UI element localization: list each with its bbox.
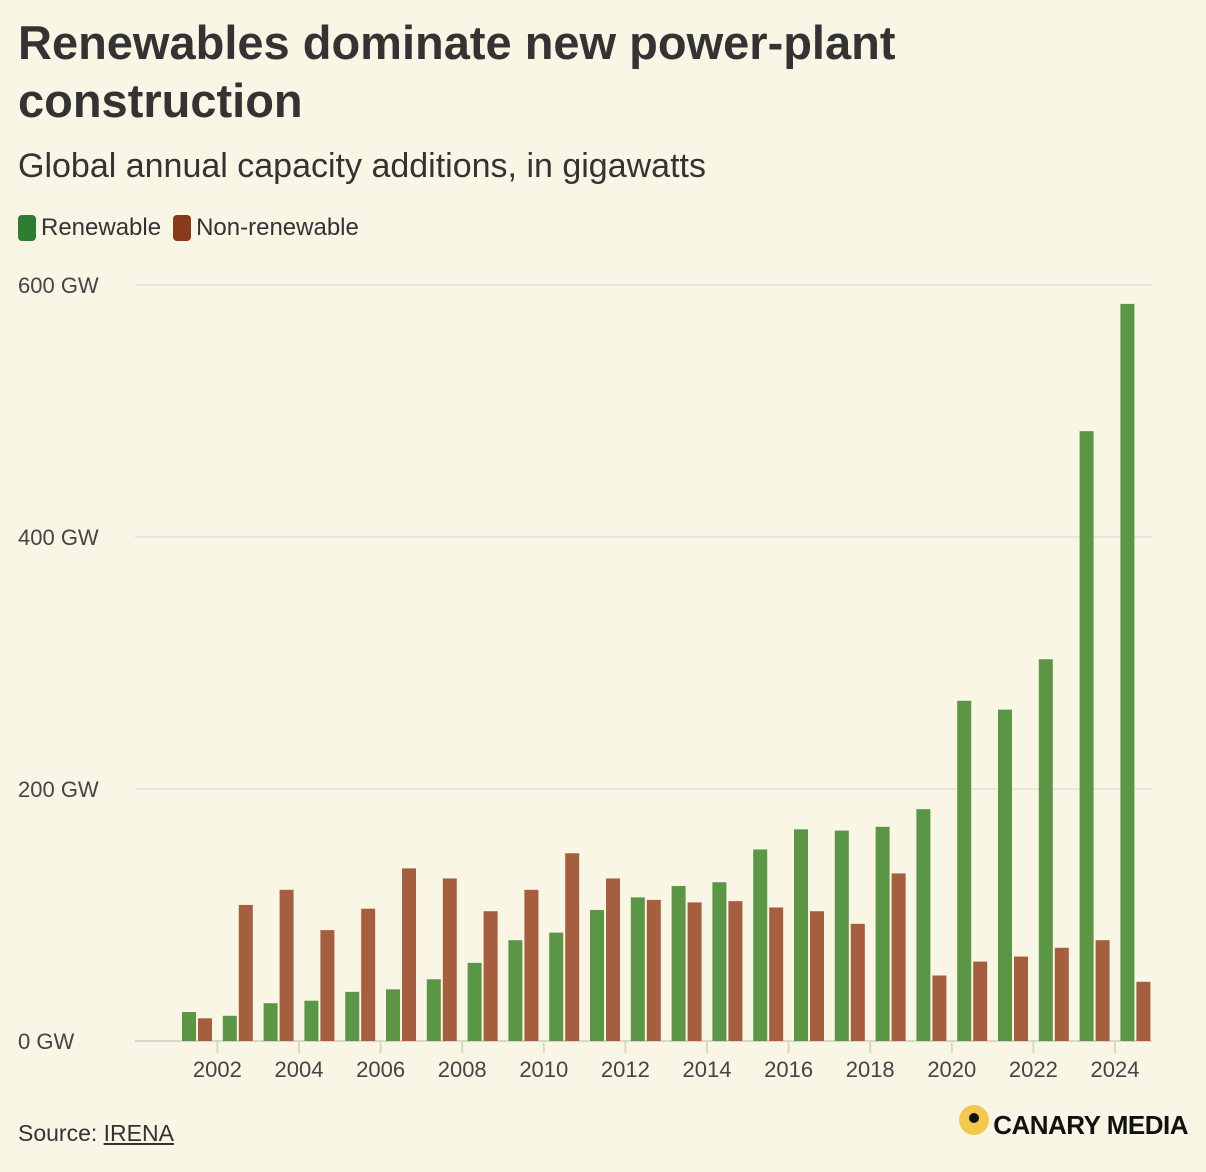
legend-label-renewable: Renewable xyxy=(41,214,162,241)
legend-swatch-renewable xyxy=(18,215,36,241)
bar-nonrenewable: Non-renewable 2018: 133 xyxy=(891,873,906,1041)
bar-renewable: Renewable 2019: 184 xyxy=(916,809,931,1041)
bar-renewable: Renewable 2022: 303 xyxy=(1038,659,1053,1041)
bar-nonrenewable: Non-renewable 2007: 129 xyxy=(442,878,457,1041)
bar-nonrenewable: Non-renewable 2019: 52 xyxy=(932,975,947,1041)
bar-renewable: Renewable 2018: 170 xyxy=(875,826,890,1041)
bar-renewable: Renewable 2003: 30 xyxy=(263,1003,278,1041)
bar-renewable: Renewable 2001: 23 xyxy=(182,1012,196,1041)
bar-renewable: Renewable 2023: 484 xyxy=(1079,431,1094,1041)
bar-renewable: Renewable 2002: 20 xyxy=(222,1015,237,1041)
bar-nonrenewable: Non-renewable 2014: 111 xyxy=(728,901,743,1041)
brand-name: CANARY MEDIA xyxy=(993,1110,1188,1140)
bar-renewable: Renewable 2016: 168 xyxy=(794,829,808,1041)
x-tick-label: 2012 xyxy=(601,1057,650,1082)
legend: Renewable Non-renewable xyxy=(18,214,371,242)
bar-renewable: Renewable 2004: 32 xyxy=(304,1000,319,1041)
x-tick-label: 2008 xyxy=(438,1057,487,1082)
bar-nonrenewable: Non-renewable 2022: 74 xyxy=(1054,947,1069,1041)
bar-nonrenewable: Non-renewable 2016: 103 xyxy=(810,911,824,1041)
source-note: Source: IRENA xyxy=(18,1120,174,1147)
x-tick-label: 2004 xyxy=(275,1057,324,1082)
x-tick-label: 2014 xyxy=(683,1057,732,1082)
bar-renewable: Renewable 2013: 123 xyxy=(671,886,686,1041)
bar-renewable: Renewable 2006: 41 xyxy=(386,989,400,1041)
bar-nonrenewable: Non-renewable 2017: 93 xyxy=(850,923,865,1041)
x-tick-label: 2002 xyxy=(193,1057,242,1082)
x-tick-label: 2020 xyxy=(927,1057,976,1082)
bar-nonrenewable: Non-renewable 2004: 88 xyxy=(320,930,335,1041)
y-tick-label: 0 GW xyxy=(18,1029,74,1054)
bar-renewable: Renewable 2008: 62 xyxy=(467,962,482,1041)
source-prefix: Source: xyxy=(18,1120,104,1146)
x-tick-label: 2010 xyxy=(519,1057,568,1082)
canary-logo-icon xyxy=(959,1104,990,1135)
bar-nonrenewable: Non-renewable 2001: 18 xyxy=(198,1018,212,1041)
x-tick-label: 2018 xyxy=(846,1057,895,1082)
legend-item-nonrenewable: Non-renewable xyxy=(173,214,359,242)
bar-nonrenewable: Non-renewable 2013: 110 xyxy=(687,902,702,1041)
bar-renewable: Renewable 2012: 114 xyxy=(630,897,645,1041)
source-link[interactable]: IRENA xyxy=(103,1120,174,1146)
y-tick-label: 600 GW xyxy=(18,273,99,298)
bar-renewable: Renewable 2005: 39 xyxy=(345,991,360,1041)
bar-nonrenewable: Non-renewable 2002: 108 xyxy=(238,904,253,1041)
bar-nonrenewable: Non-renewable 2021: 67 xyxy=(1014,956,1028,1041)
bar-nonrenewable: Non-renewable 2006: 137 xyxy=(402,868,416,1041)
bar-nonrenewable: Non-renewable 2020: 63 xyxy=(973,961,988,1041)
bar-renewable: Renewable 2011: 104 xyxy=(590,909,604,1041)
bar-nonrenewable: Non-renewable 2010: 149 xyxy=(565,853,580,1041)
bar-nonrenewable: Non-renewable 2023: 80 xyxy=(1095,940,1110,1041)
legend-item-renewable: Renewable xyxy=(18,214,161,242)
bar-renewable: Renewable 2014: 126 xyxy=(712,882,727,1041)
bar-renewable: Renewable 2024: 585 xyxy=(1120,303,1135,1041)
bar-renewable: Renewable 2009: 80 xyxy=(508,940,523,1041)
brand: CANARY MEDIA xyxy=(959,1104,1188,1141)
bar-nonrenewable: Non-renewable 2005: 105 xyxy=(361,908,376,1041)
legend-label-nonrenewable: Non-renewable xyxy=(196,214,359,241)
bar-renewable: Renewable 2017: 167 xyxy=(834,830,849,1041)
x-tick-label: 2024 xyxy=(1091,1057,1140,1082)
bar-renewable: Renewable 2015: 152 xyxy=(753,849,768,1041)
x-tick-label: 2006 xyxy=(356,1057,405,1082)
bar-nonrenewable: Non-renewable 2024: 47 xyxy=(1136,981,1151,1041)
bar-renewable: Renewable 2010: 86 xyxy=(549,932,564,1041)
y-tick-label: 400 GW xyxy=(18,525,99,550)
bar-renewable: Renewable 2020: 270 xyxy=(957,700,972,1041)
bar-nonrenewable: Non-renewable 2012: 112 xyxy=(646,899,661,1041)
legend-swatch-nonrenewable xyxy=(173,215,192,241)
chart-subtitle: Global annual capacity additions, in gig… xyxy=(18,147,706,185)
bar-nonrenewable: Non-renewable 2011: 129 xyxy=(606,878,620,1041)
bar-nonrenewable: Non-renewable 2008: 103 xyxy=(483,911,498,1041)
chart-title: Renewables dominate new power-plant cons… xyxy=(18,16,896,127)
y-tick-label: 200 GW xyxy=(18,777,99,802)
x-tick-label: 2016 xyxy=(764,1057,813,1082)
bar-nonrenewable: Non-renewable 2015: 106 xyxy=(769,907,784,1041)
bar-nonrenewable: Non-renewable 2003: 120 xyxy=(279,889,294,1041)
x-tick-label: 2022 xyxy=(1009,1057,1058,1082)
bar-renewable: Renewable 2021: 263 xyxy=(998,709,1012,1041)
bar-chart: 0 GW 200 GW 400 GW 600 GW Renewable 2001: 23… xyxy=(18,273,1152,1082)
bar-renewable: Renewable 2007: 49 xyxy=(426,979,441,1041)
bar-nonrenewable: Non-renewable 2009: 120 xyxy=(524,889,539,1041)
